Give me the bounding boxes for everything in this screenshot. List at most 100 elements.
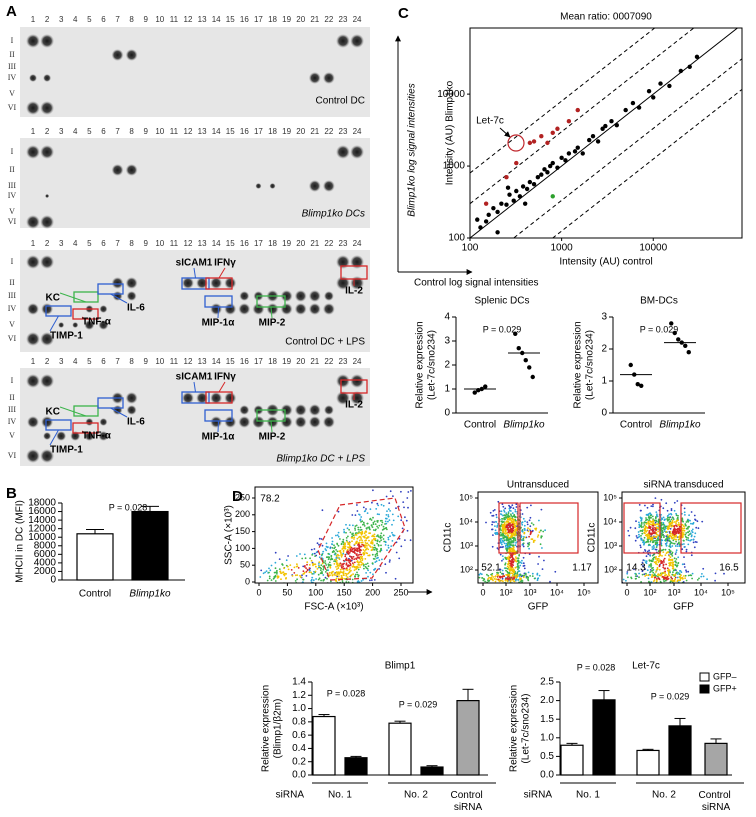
event-dot	[400, 519, 403, 522]
event-dot	[663, 535, 665, 537]
event-dot	[285, 577, 287, 579]
event-dot	[640, 519, 643, 522]
event-dot	[337, 571, 340, 573]
event-dot	[635, 577, 637, 580]
event-dot	[714, 579, 716, 582]
blot-spot	[126, 405, 137, 415]
event-dot	[643, 559, 646, 562]
dot	[676, 337, 681, 342]
event-dot	[671, 573, 674, 576]
event-dot	[658, 584, 660, 586]
event-dot	[662, 507, 665, 510]
event-dot	[502, 518, 504, 520]
event-dot	[296, 574, 299, 576]
density-plot	[622, 492, 725, 586]
event-dot	[492, 514, 495, 517]
event-dot	[665, 525, 668, 528]
event-dot	[662, 563, 665, 566]
panel-label: B	[6, 485, 17, 502]
scatter-point	[535, 175, 541, 180]
event-dot	[342, 551, 345, 553]
event-dot	[636, 575, 638, 578]
event-dot	[687, 521, 690, 523]
event-dot	[374, 567, 377, 570]
event-dot	[652, 566, 654, 569]
scatter-point	[491, 205, 496, 211]
event-dot	[499, 576, 502, 579]
column-number: 10	[155, 357, 164, 366]
blot-spot	[98, 320, 109, 330]
event-dot	[671, 516, 674, 519]
event-dot	[332, 595, 334, 597]
blot-spot	[40, 449, 55, 463]
event-dot	[673, 501, 676, 504]
event-dot	[694, 532, 697, 535]
event-dot	[298, 599, 300, 601]
event-dot	[683, 507, 686, 510]
event-dot	[406, 497, 409, 499]
event-dot	[655, 560, 657, 563]
event-dot	[403, 506, 405, 509]
event-dot	[664, 572, 667, 574]
event-dot	[513, 515, 516, 518]
event-dot	[387, 546, 390, 549]
event-dot	[374, 554, 377, 556]
column-number: 16	[240, 15, 249, 24]
event-dot	[352, 524, 354, 527]
event-dot	[334, 558, 337, 561]
event-dot	[354, 547, 356, 549]
gate-percent: 16.5	[719, 563, 739, 574]
event-dot	[347, 558, 350, 561]
event-dot	[349, 531, 352, 534]
dot	[483, 384, 488, 389]
event-dot	[391, 523, 393, 526]
event-dot	[670, 508, 673, 510]
event-dot	[662, 526, 665, 528]
event-dot	[373, 579, 376, 581]
blot-spot	[26, 449, 40, 463]
event-dot	[681, 518, 684, 521]
event-dot	[663, 580, 665, 583]
event-dot	[336, 550, 339, 553]
event-dot	[487, 574, 490, 577]
blot-spot	[40, 145, 55, 159]
x-tick-label: 10²	[643, 587, 656, 597]
event-dot	[397, 515, 400, 518]
event-dot	[358, 541, 361, 544]
event-dot	[324, 585, 326, 587]
event-dot	[331, 547, 334, 549]
event-dot	[676, 525, 678, 528]
event-dot	[340, 543, 343, 546]
scatter-point	[636, 105, 642, 110]
event-dot	[318, 565, 321, 568]
cytokine-leader	[217, 420, 219, 433]
legend-label: GFP–	[713, 671, 737, 681]
column-number: 5	[87, 357, 92, 366]
event-dot	[671, 522, 673, 525]
event-dot	[506, 519, 509, 521]
event-dot	[364, 565, 367, 568]
y-axis-label: Relative expression	[415, 321, 426, 408]
event-dot	[517, 579, 519, 581]
event-dot	[341, 576, 343, 579]
event-dot	[346, 527, 349, 530]
event-dot	[352, 573, 354, 575]
event-dot	[544, 529, 546, 532]
event-dot	[508, 519, 511, 521]
event-dot	[511, 563, 514, 566]
event-dot	[647, 553, 650, 556]
event-dot	[515, 578, 518, 581]
event-dot	[349, 555, 351, 558]
y-axis-label: (Let-7c/sno234)	[427, 330, 438, 400]
y-axis-label: Relative expression	[573, 321, 584, 408]
event-dot	[336, 568, 338, 570]
blot-spot	[294, 416, 307, 428]
event-dot	[320, 567, 323, 570]
event-dot	[370, 541, 372, 544]
column-number: 21	[310, 15, 319, 24]
scatter-point	[566, 151, 572, 156]
event-dot	[347, 585, 349, 587]
column-number: 20	[296, 239, 305, 248]
event-dot	[342, 552, 345, 555]
event-dot	[519, 564, 522, 567]
